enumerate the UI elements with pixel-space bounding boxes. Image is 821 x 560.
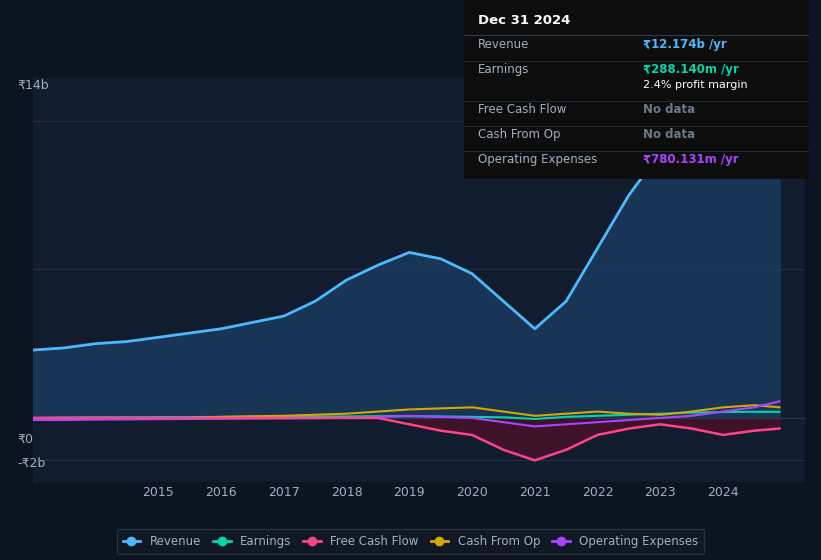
Text: Cash From Op: Cash From Op — [478, 128, 560, 141]
Text: ₹288.140m /yr: ₹288.140m /yr — [643, 63, 739, 76]
Text: No data: No data — [643, 128, 695, 141]
Text: ₹12.174b /yr: ₹12.174b /yr — [643, 38, 727, 50]
Legend: Revenue, Earnings, Free Cash Flow, Cash From Op, Operating Expenses: Revenue, Earnings, Free Cash Flow, Cash … — [117, 529, 704, 554]
Text: ₹0: ₹0 — [17, 433, 34, 446]
Text: No data: No data — [643, 103, 695, 116]
Text: ₹780.131m /yr: ₹780.131m /yr — [643, 153, 739, 166]
Text: Operating Expenses: Operating Expenses — [478, 153, 597, 166]
Text: ₹14b: ₹14b — [17, 78, 49, 91]
Text: Revenue: Revenue — [478, 38, 529, 50]
Text: Free Cash Flow: Free Cash Flow — [478, 103, 566, 116]
Text: Dec 31 2024: Dec 31 2024 — [478, 15, 570, 27]
Text: 2.4% profit margin: 2.4% profit margin — [643, 80, 748, 90]
Text: -₹2b: -₹2b — [17, 456, 46, 469]
Text: Earnings: Earnings — [478, 63, 529, 76]
